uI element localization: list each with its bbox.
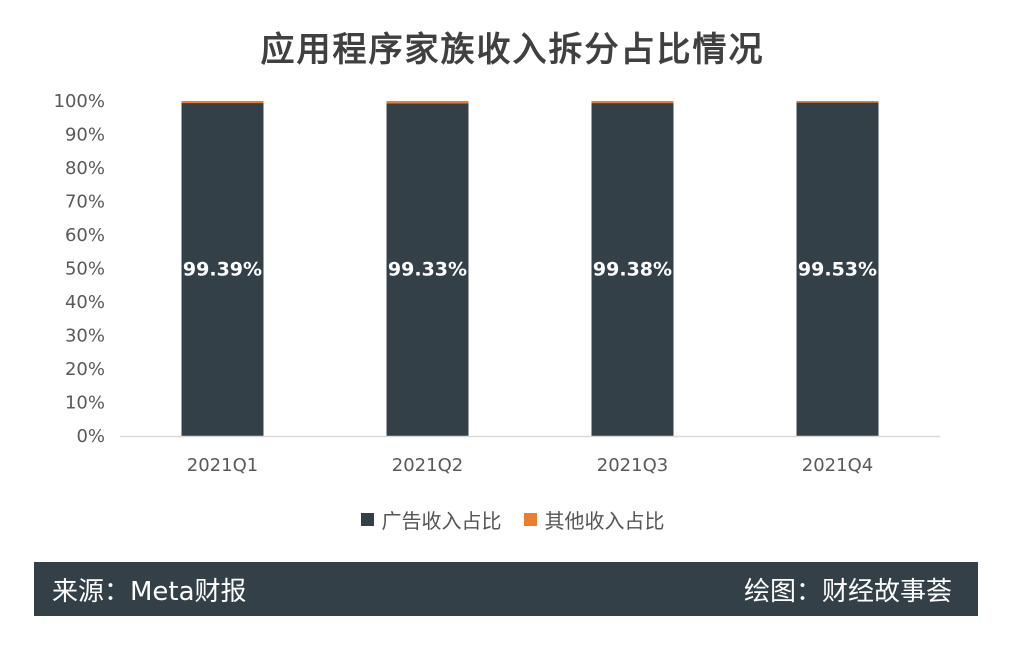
stacked-bar-chart: 0% 10% 20% 30% 40% 50% 60% 70% 80% 90% 100% 99.39% 2… xyxy=(54,91,940,476)
credit-text: 绘图：财经故事荟 xyxy=(743,576,952,607)
data-label: 99.39% xyxy=(183,259,262,281)
y-tick-label: 10% xyxy=(65,393,105,414)
legend-item-other: 其他收入占比 xyxy=(523,505,665,534)
x-tick-label: 2021Q1 xyxy=(187,455,258,476)
y-tick-label: 100% xyxy=(54,91,105,112)
bar-other xyxy=(796,101,879,103)
y-tick-label: 20% xyxy=(65,359,105,380)
legend-label-ads: 广告收入占比 xyxy=(381,509,502,533)
legend-item-ads: 广告收入占比 xyxy=(360,505,502,534)
bar-ads xyxy=(386,103,469,436)
legend-swatch-ads xyxy=(360,513,374,526)
bar-ads xyxy=(181,103,264,436)
y-tick-label: 30% xyxy=(65,326,105,347)
data-label: 99.53% xyxy=(798,259,877,281)
data-label: 99.38% xyxy=(593,259,672,281)
legend: 广告收入占比 其他收入占比 xyxy=(0,505,1025,534)
y-tick-label: 70% xyxy=(65,192,105,213)
bar-other xyxy=(591,101,674,104)
legend-label-other: 其他收入占比 xyxy=(544,509,665,533)
legend-swatch-other xyxy=(523,513,537,526)
x-tick-label: 2021Q2 xyxy=(392,455,463,476)
y-tick-label: 60% xyxy=(65,225,105,246)
y-tick-label: 80% xyxy=(65,158,105,179)
footer-banner: 来源：Meta财报 绘图：财经故事荟 xyxy=(34,562,978,616)
bar-ads xyxy=(591,103,674,437)
y-tick-label: 90% xyxy=(65,125,105,146)
y-tick-label: 50% xyxy=(65,259,105,280)
y-tick-label: 40% xyxy=(65,292,105,313)
bar-other xyxy=(386,101,469,104)
x-tick-label: 2021Q3 xyxy=(597,455,668,476)
bar-ads xyxy=(796,102,879,437)
bar-other xyxy=(181,101,264,104)
x-tick-label: 2021Q4 xyxy=(802,455,873,476)
y-tick-label: 0% xyxy=(76,426,105,447)
data-label: 99.33% xyxy=(388,259,467,281)
source-text: 来源：Meta财报 xyxy=(52,576,247,607)
chart-title: 应用程序家族收入拆分占比情况 xyxy=(260,30,765,70)
